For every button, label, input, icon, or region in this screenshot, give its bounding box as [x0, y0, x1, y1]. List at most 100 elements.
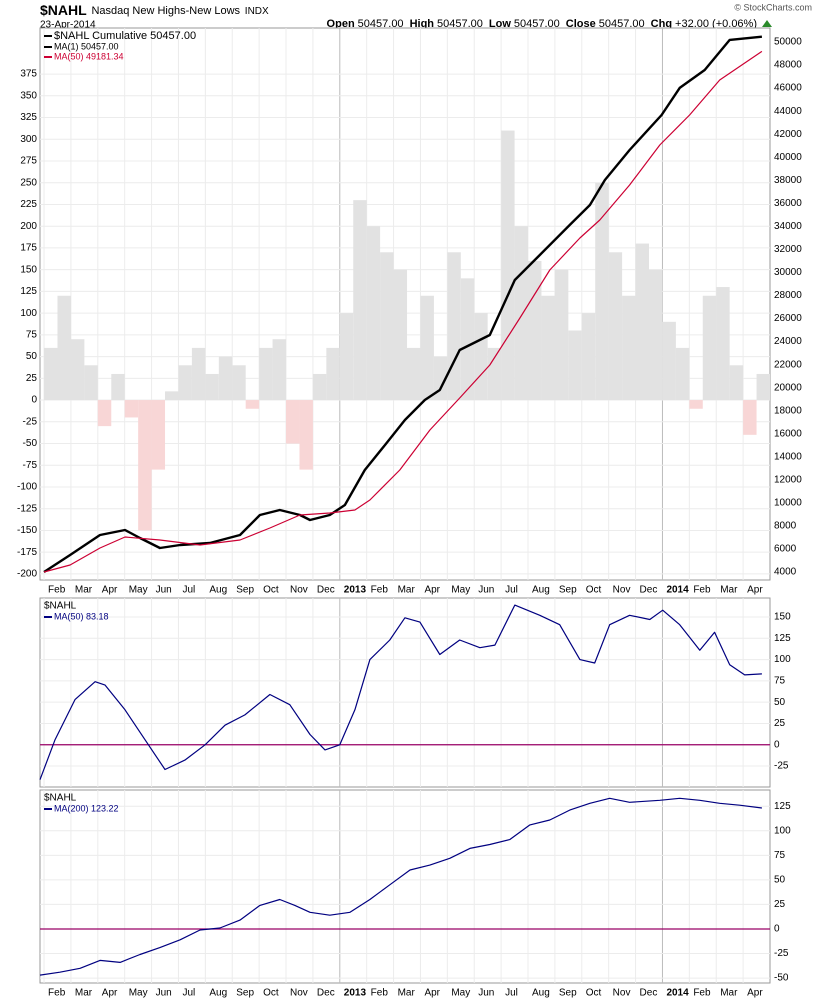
y-tick-label: 275: [20, 156, 37, 167]
histogram-bar: [111, 373, 125, 401]
histogram-bar: [245, 400, 260, 409]
y2-tick-label: 38000: [774, 175, 802, 186]
x-tick-label: Jun: [478, 585, 494, 596]
histogram-bar: [662, 321, 676, 401]
series-line: [39, 797, 762, 976]
x-tick-label: Aug: [209, 988, 227, 999]
x-tick-label: Apr: [102, 988, 118, 999]
y-tick-label: 100: [774, 825, 791, 836]
y-tick-label: 350: [20, 90, 37, 101]
histogram-bar: [554, 269, 569, 401]
histogram-bar: [716, 287, 730, 401]
y-tick-label: -200: [17, 569, 37, 580]
x-tick-label: Mar: [75, 988, 93, 999]
x-tick-label: Dec: [317, 988, 335, 999]
x-tick-label: Mar: [398, 988, 416, 999]
y2-tick-label: 30000: [774, 267, 802, 278]
y2-tick-label: 16000: [774, 428, 802, 439]
x-tick-label: Oct: [586, 585, 602, 596]
y-tick-label: 125: [774, 801, 791, 812]
y-tick-label: 50: [26, 351, 38, 362]
y-tick-label: 50: [774, 697, 786, 708]
quote-value: 50457.00: [514, 18, 560, 30]
x-tick-label: Dec: [640, 585, 658, 596]
y-tick-label: 125: [774, 633, 791, 644]
x-tick-label: 2014: [666, 585, 689, 596]
y-tick-label: 75: [774, 676, 786, 687]
y-tick-label: 150: [20, 264, 37, 275]
x-tick-label: Jul: [505, 988, 518, 999]
histogram-bar: [743, 400, 757, 435]
y-tick-label: -100: [17, 482, 37, 493]
x-tick-label: Nov: [290, 585, 308, 596]
histogram-bar: [541, 295, 555, 401]
x-tick-label: Dec: [317, 585, 335, 596]
y2-tick-label: 40000: [774, 152, 802, 163]
x-tick-label: Jun: [156, 585, 172, 596]
y-tick-label: 25: [774, 899, 786, 910]
histogram-bar: [44, 347, 58, 401]
y2-tick-label: 34000: [774, 221, 802, 232]
y-tick-label: 100: [774, 654, 791, 665]
histogram-bar: [178, 365, 192, 401]
legend-label: MA(50) 49181.34: [54, 51, 124, 61]
y-tick-label: 75: [774, 850, 786, 861]
y2-tick-label: 26000: [774, 313, 802, 324]
y2-tick-label: 46000: [774, 83, 802, 94]
histogram-bar: [205, 373, 219, 401]
histogram-bar: [151, 400, 166, 470]
histogram-bar: [312, 373, 327, 401]
histogram-bar: [608, 252, 623, 401]
histogram-bar: [407, 347, 421, 401]
y-tick-label: -25: [774, 761, 789, 772]
histogram-bar: [70, 339, 85, 401]
y-tick-label: -25: [23, 416, 38, 427]
legend-title: $NAHL Cumulative 50457.00: [54, 30, 196, 42]
x-tick-label: Sep: [236, 988, 254, 999]
x-tick-label: Aug: [532, 988, 550, 999]
histogram-bar: [366, 226, 381, 401]
x-tick-label: Feb: [693, 988, 711, 999]
x-tick-label: Mar: [720, 988, 738, 999]
y2-tick-label: 50000: [774, 37, 802, 48]
x-tick-label: Oct: [263, 585, 279, 596]
histogram-bar: [433, 356, 448, 401]
x-tick-label: Feb: [693, 585, 711, 596]
histogram-bar: [514, 226, 529, 401]
histogram-bar: [756, 373, 770, 401]
x-tick-label: Nov: [290, 988, 308, 999]
histogram-bar: [299, 400, 313, 470]
x-tick-label: Mar: [75, 585, 93, 596]
y-tick-label: -50: [774, 973, 789, 984]
y2-tick-label: 32000: [774, 244, 802, 255]
histogram-bar: [57, 295, 71, 401]
histogram-bar: [218, 356, 233, 401]
histogram-bar: [649, 269, 663, 401]
quote-value: 50457.00: [358, 18, 404, 30]
y-tick-label: -125: [17, 503, 37, 514]
date: 23-Apr-2014: [40, 20, 96, 31]
x-tick-label: Jul: [505, 585, 518, 596]
histogram-bar: [339, 313, 354, 401]
up-arrow: [762, 20, 772, 27]
legend-label: MA(1) 50457.00: [54, 41, 119, 51]
histogram-bar: [487, 347, 502, 401]
header-title: $NAHL Nasdaq New Highs-New Lows INDX: [40, 2, 269, 18]
y2-tick-label: 18000: [774, 405, 802, 416]
exchange: INDX: [245, 6, 269, 17]
quote-label: Close: [566, 18, 596, 30]
histogram-bar: [622, 295, 636, 401]
histogram-bar: [460, 278, 475, 401]
histogram-bar: [689, 400, 703, 409]
x-tick-label: Apr: [424, 988, 440, 999]
histogram-bar: [568, 330, 582, 401]
x-tick-label: May: [129, 585, 148, 596]
quote-label: High: [410, 18, 435, 30]
series-line: [43, 35, 763, 574]
x-tick-label: May: [129, 988, 148, 999]
x-tick-label: May: [451, 988, 470, 999]
quote-label: Chg: [651, 18, 672, 30]
panel: [39, 597, 771, 788]
x-tick-label: Aug: [209, 585, 227, 596]
